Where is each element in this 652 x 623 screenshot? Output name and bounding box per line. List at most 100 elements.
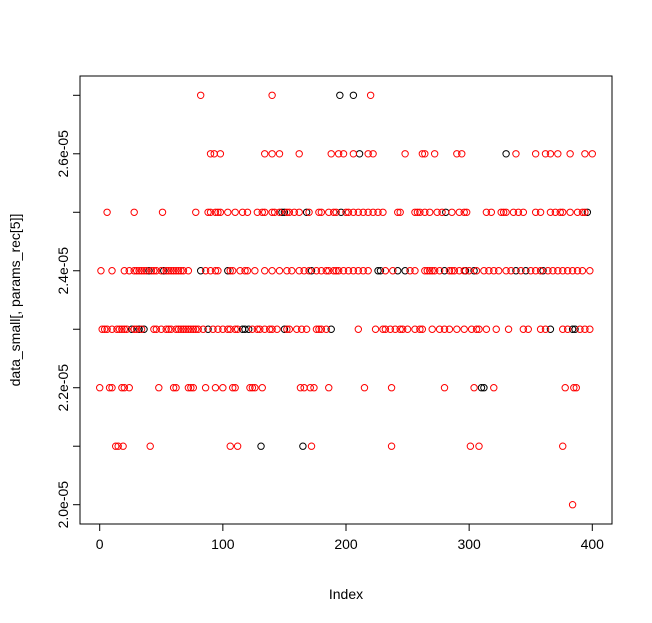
- data-point: [238, 208, 247, 216]
- data-point: [482, 325, 491, 333]
- data-point: [541, 325, 550, 333]
- data-point: [231, 325, 239, 333]
- data-point: [128, 325, 136, 333]
- data-point: [273, 325, 281, 333]
- data-point: [275, 150, 284, 158]
- data-point: [416, 208, 424, 216]
- data-point: [199, 325, 207, 333]
- data-point: [554, 267, 562, 275]
- data-point: [349, 267, 358, 275]
- data-point: [98, 325, 106, 333]
- data-point: [120, 384, 129, 392]
- data-point: [317, 267, 326, 275]
- data-point: [349, 91, 358, 100]
- data-point: [554, 150, 562, 158]
- data-point: [394, 267, 402, 275]
- data-point: [174, 267, 183, 275]
- data-point: [146, 442, 154, 450]
- data-point: [275, 208, 284, 216]
- x-tick-label: 100: [211, 536, 235, 552]
- data-point: [231, 208, 239, 216]
- data-point: [325, 384, 333, 392]
- data-point: [285, 325, 294, 333]
- data-point: [120, 267, 129, 275]
- data-point: [329, 208, 338, 216]
- data-point: [396, 208, 404, 216]
- data-point: [551, 208, 560, 216]
- data-point: [327, 325, 335, 333]
- data-point: [559, 442, 567, 450]
- y-tick-label: 2.2e-05: [55, 364, 71, 412]
- data-point: [544, 267, 552, 275]
- data-point: [302, 208, 311, 216]
- data-point: [379, 325, 387, 333]
- data-point: [428, 325, 436, 333]
- data-point: [421, 208, 429, 216]
- data-point: [241, 267, 249, 275]
- data-point: [268, 208, 276, 216]
- data-point: [472, 325, 481, 333]
- data-point: [295, 267, 303, 275]
- data-point: [522, 267, 530, 275]
- data-point: [455, 267, 463, 275]
- y-axis: 2.0e-05 2.2e-05 2.4e-05 2.6e-05: [55, 94, 81, 528]
- data-point: [428, 267, 436, 275]
- data-point: [430, 267, 439, 275]
- data-point: [502, 150, 510, 158]
- data-point: [467, 325, 476, 333]
- data-point: [251, 384, 259, 392]
- data-point: [265, 325, 274, 333]
- data-point: [135, 267, 143, 275]
- data-point: [158, 208, 167, 216]
- data-point: [570, 384, 578, 392]
- data-point: [354, 267, 363, 275]
- data-point: [103, 325, 111, 333]
- data-point: [256, 325, 264, 333]
- data-point: [573, 267, 582, 275]
- data-point: [192, 325, 200, 333]
- data-point: [113, 325, 121, 333]
- data-point: [566, 150, 574, 158]
- data-point: [297, 325, 306, 333]
- data-point: [421, 150, 429, 158]
- data-point: [100, 325, 109, 333]
- data-point: [561, 384, 569, 392]
- data-point: [261, 208, 269, 216]
- data-point: [160, 267, 168, 275]
- data-point: [514, 208, 523, 216]
- data-point: [418, 150, 427, 158]
- data-point: [192, 208, 200, 216]
- data-point: [448, 208, 456, 216]
- data-point: [132, 325, 141, 333]
- data-point: [120, 325, 129, 333]
- data-point: [549, 267, 557, 275]
- data-point: [391, 325, 399, 333]
- data-point: [130, 267, 138, 275]
- data-point: [167, 267, 175, 275]
- data-point: [162, 267, 170, 275]
- data-point: [519, 208, 528, 216]
- data-point: [112, 442, 120, 450]
- data-point: [261, 325, 269, 333]
- data-point: [204, 325, 212, 333]
- data-point: [268, 91, 276, 100]
- data-point: [172, 384, 180, 392]
- data-point: [472, 267, 481, 275]
- data-point: [283, 208, 291, 216]
- data-point: [130, 208, 138, 216]
- data-point: [366, 91, 375, 100]
- data-point: [189, 384, 197, 392]
- data-point: [563, 325, 572, 333]
- data-point: [118, 384, 126, 392]
- data-point: [245, 325, 253, 333]
- data-point: [270, 208, 279, 216]
- data-point: [135, 325, 143, 333]
- x-tick-label: 200: [334, 536, 358, 552]
- data-point: [480, 267, 488, 275]
- data-point: [204, 208, 212, 216]
- data-point: [531, 267, 540, 275]
- data-point: [150, 267, 158, 275]
- data-point: [566, 208, 574, 216]
- data-point: [315, 325, 323, 333]
